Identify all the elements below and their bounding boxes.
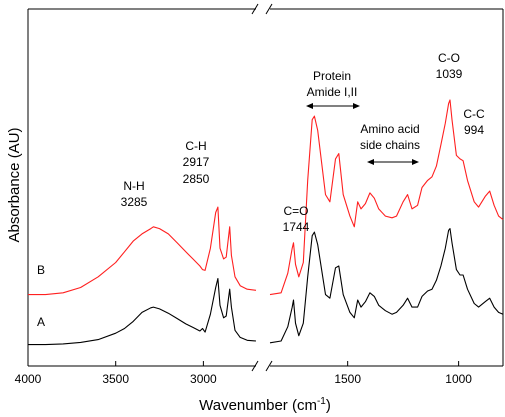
axis-break-mark-top-1 (251, 3, 259, 15)
series-line-a-low (269, 228, 504, 344)
x-axis-title-main: Wavenumber (cm (199, 397, 317, 414)
x-tick-label: 3500 (102, 372, 129, 386)
series-line-b-low (269, 99, 504, 296)
axis-break-mark-top-2 (265, 3, 273, 15)
annotation-protein-amide: Protein Amide I,II (307, 69, 358, 99)
svg-text:1744: 1744 (283, 220, 310, 234)
svg-text:2917: 2917 (183, 155, 210, 169)
annotation-co-ester: C=O 1744 (283, 204, 310, 234)
annotation-amino-acid: Amino acid side chains (360, 122, 420, 152)
svg-text:C-C: C-C (463, 107, 485, 121)
x-tick-label: 1500 (334, 372, 361, 386)
x-axis-title-end: ) (326, 397, 331, 414)
svg-text:C-O: C-O (438, 51, 460, 65)
x-tick-label: 4000 (15, 372, 42, 386)
svg-text:1039: 1039 (436, 67, 463, 81)
plot-frame (27, 3, 504, 372)
y-axis-title: Absorbance (AU) (6, 127, 23, 242)
svg-text:994: 994 (464, 123, 484, 137)
svg-text:C-H: C-H (185, 139, 206, 153)
x-tick-label: 1000 (445, 372, 472, 386)
x-axis-title: Wavenumber (cm-1) (199, 396, 331, 414)
annotation-nh: N-H 3285 (121, 179, 148, 209)
axis-break-mark-bottom-1 (251, 360, 259, 372)
annotation-ch: C-H 2917 2850 (183, 139, 210, 186)
arrow-protein-amide (306, 103, 360, 109)
svg-text:side chains: side chains (360, 138, 420, 152)
svg-text:Amide I,II: Amide I,II (307, 85, 358, 99)
svg-text:2850: 2850 (183, 172, 210, 186)
svg-text:Protein: Protein (313, 69, 351, 83)
axis-break-mark-bottom-2 (265, 360, 273, 372)
svg-text:3285: 3285 (121, 195, 148, 209)
series-layer (28, 99, 504, 346)
series-label-a: A (37, 315, 45, 329)
annotation-c-o: C-O 1039 (436, 51, 463, 81)
arrow-amino-acid (367, 159, 419, 165)
x-ticks: 4000 3500 3000 1500 1000 (15, 361, 472, 386)
series-line-b-high (28, 206, 257, 296)
series-line-a-high (28, 277, 257, 346)
x-axis-title-sup: -1 (317, 396, 326, 407)
svg-text:Amino acid: Amino acid (360, 122, 419, 136)
x-tick-label: 3000 (190, 372, 217, 386)
annotation-c-c: C-C 994 (463, 107, 485, 137)
svg-text:N-H: N-H (123, 179, 144, 193)
series-label-b: B (37, 263, 45, 277)
svg-text:C=O: C=O (283, 204, 308, 218)
